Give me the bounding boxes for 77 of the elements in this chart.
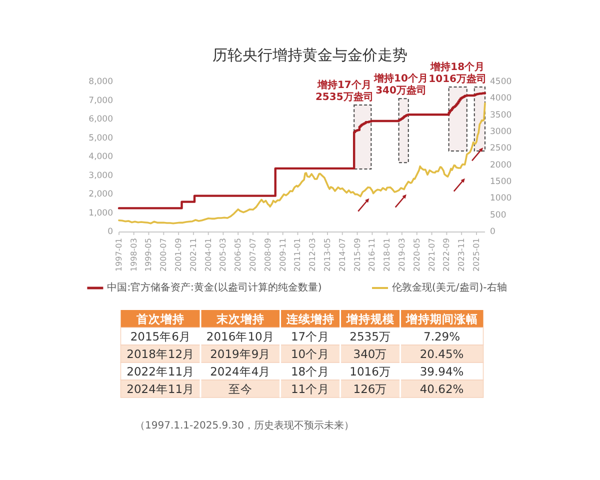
band-label: 增持17个月 2535万盎司 bbox=[315, 79, 374, 103]
x-tick-label: 2021-07 bbox=[427, 238, 436, 272]
y-tick-label: 3,000 bbox=[88, 170, 113, 181]
x-tick-label: 2011-01 bbox=[293, 238, 302, 272]
category-label: 连续增持 bbox=[285, 312, 334, 326]
y2-tick-label: 4000 bbox=[490, 94, 512, 104]
text: 17个月 bbox=[290, 329, 330, 344]
y-tick-label: 5,000 bbox=[88, 133, 113, 144]
legend-label: 中国:官方储备资产:黄金(以盎司计算的纯金数量) bbox=[107, 282, 322, 294]
category-label: 增持期间涨幅 bbox=[404, 312, 478, 326]
x-tick-label: 2008-09 bbox=[263, 238, 272, 272]
x-tick-label: 2023-11 bbox=[457, 238, 466, 272]
x-tick-label: 2020-05 bbox=[412, 238, 422, 272]
x-tick-label: 1999-05 bbox=[144, 238, 154, 272]
x-tick-label: 2013-05 bbox=[322, 238, 332, 272]
y2-tick-label: 2500 bbox=[490, 144, 512, 154]
text: 7.29% bbox=[424, 329, 460, 344]
x-tick-label: 2022-09 bbox=[442, 238, 452, 272]
y2-tick-label: 4500 bbox=[490, 77, 512, 87]
line-series bbox=[118, 102, 486, 224]
text: 1016万 bbox=[350, 364, 391, 378]
chart-title: 历轮央行增持黄金与金价走势 bbox=[212, 46, 408, 64]
text: 2022年11月 bbox=[126, 364, 195, 378]
x-tick-label: 2025-01 bbox=[472, 238, 482, 272]
legend-label: 伦敦金现(美元/盎司)-右轴 bbox=[392, 282, 507, 294]
text: 340万 bbox=[353, 346, 388, 361]
text: 39.94% bbox=[420, 364, 464, 378]
text: 10个月 bbox=[290, 346, 330, 361]
x-tick-label: 2012-03 bbox=[308, 238, 318, 272]
text: （1997.1.1-2025.9.30，历史表现不预示未来） bbox=[135, 420, 354, 432]
category-label: 末次增持 bbox=[215, 312, 264, 326]
y-tick-label: 4,000 bbox=[88, 152, 113, 162]
x-tick-label: 2000-07 bbox=[159, 238, 168, 272]
text: 至今 bbox=[228, 382, 252, 396]
y2-tick-label: 2000 bbox=[490, 160, 512, 170]
y-tick-label: 6,000 bbox=[88, 114, 113, 124]
y-tick-label: 7,000 bbox=[88, 96, 113, 106]
text: 2024年11月 bbox=[126, 382, 195, 396]
y2-tick-label: 3000 bbox=[490, 127, 512, 137]
y2-tick-label: 1500 bbox=[490, 177, 512, 187]
x-tick-label: 2005-03 bbox=[218, 238, 228, 272]
y-tick-label: 8,000 bbox=[88, 77, 113, 87]
x-tick-label: 2016-11 bbox=[368, 238, 377, 272]
x-tick-label: 2006-05 bbox=[234, 238, 243, 272]
x-tick-label: 2009-11 bbox=[278, 238, 288, 272]
y2-tick-label: 1000 bbox=[490, 194, 512, 204]
y-tick-label: 1,000 bbox=[88, 208, 113, 218]
y2-tick-label: 500 bbox=[490, 210, 506, 220]
text: 18个月 bbox=[290, 364, 330, 378]
category-label: 增持规模 bbox=[345, 312, 394, 326]
band-label: 增持18个月 1016万盎司 bbox=[428, 61, 487, 85]
x-tick-label: 2015-09 bbox=[352, 238, 362, 272]
text: 20.45% bbox=[420, 346, 464, 361]
x-tick-label: 1997-01 bbox=[114, 238, 124, 272]
y-tick-label: 0 bbox=[108, 227, 113, 237]
band-label: 增持10个月 340万盎司 bbox=[373, 72, 428, 97]
text: 2535万 bbox=[350, 329, 391, 344]
y2-tick-label: 0 bbox=[490, 227, 496, 237]
y2-tick-label: 3500 bbox=[490, 110, 512, 120]
category-label: 首次增持 bbox=[136, 312, 185, 326]
x-tick-label: 2001-09 bbox=[174, 238, 184, 272]
text: 2018年12月 bbox=[126, 346, 195, 361]
text: 2016年10月 bbox=[206, 329, 274, 344]
text: 126万 bbox=[353, 382, 388, 396]
x-tick-label: 2002-11 bbox=[188, 238, 198, 272]
text: 2019年9月 bbox=[210, 346, 271, 361]
text: 2024年4月 bbox=[210, 364, 271, 378]
text: 40.62% bbox=[420, 382, 464, 396]
x-tick-label: 2014-07 bbox=[338, 238, 347, 272]
x-tick-label: 2018-01 bbox=[382, 238, 392, 272]
y-tick-label: 2,000 bbox=[88, 190, 113, 200]
text: 2015年6月 bbox=[130, 329, 191, 344]
text: 11个月 bbox=[290, 382, 330, 396]
x-tick-label: 2019-03 bbox=[397, 238, 406, 272]
x-tick-label: 2004-01 bbox=[204, 238, 213, 272]
x-tick-label: 1998-03 bbox=[129, 238, 138, 272]
x-tick-label: 2007-07 bbox=[248, 238, 258, 272]
